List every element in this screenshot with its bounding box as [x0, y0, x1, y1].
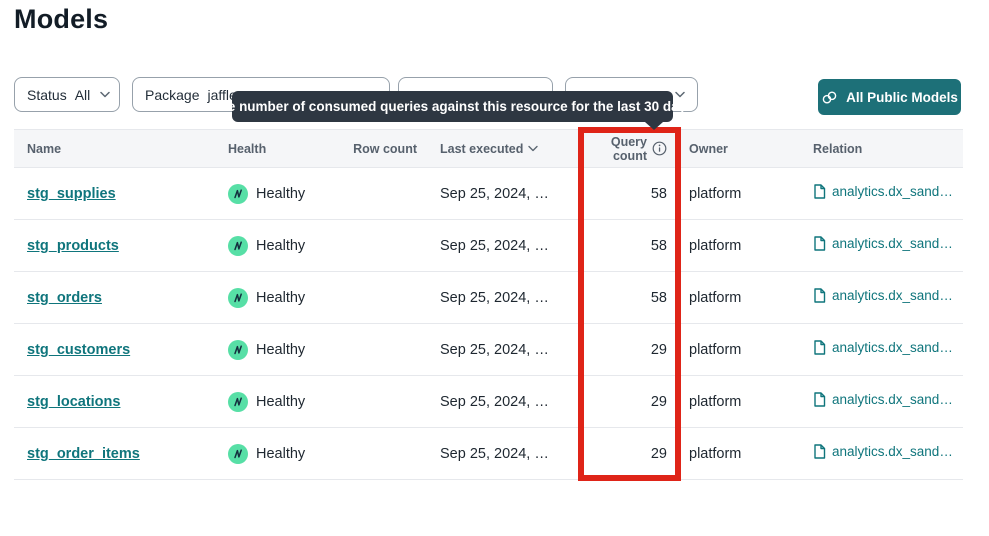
last-executed-cell: Sep 25, 2024, … [440, 237, 549, 254]
health-bolt-icon [234, 240, 242, 250]
query-count-tooltip: The number of consumed queries against t… [211, 91, 694, 130]
health-badge [228, 235, 248, 256]
health-status-label: Healthy [256, 237, 306, 254]
model-name-link[interactable]: stg_supplies [27, 185, 116, 202]
table-row: stg_order_items Healthy Sep 25, 2024, … … [14, 428, 963, 480]
health-bolt-icon [234, 188, 242, 198]
relation-link[interactable]: analytics.dx_sand… [813, 288, 953, 303]
column-header-name[interactable]: Name [27, 141, 62, 156]
document-icon [813, 236, 826, 251]
package-filter-label: Package [145, 86, 200, 103]
document-icon [813, 392, 826, 407]
column-header-owner[interactable]: Owner [689, 141, 728, 156]
health-bolt-icon [234, 448, 242, 458]
query-count-cell: 29 [650, 445, 667, 462]
document-icon [813, 340, 826, 355]
link-icon [821, 90, 838, 105]
document-icon [813, 444, 826, 459]
table-row: stg_customers Healthy Sep 25, 2024, … 29… [14, 324, 963, 376]
table-header-row: Name Health Row count Last executed Quer… [14, 129, 963, 168]
chevron-down-icon [675, 91, 685, 98]
health-bolt-icon [234, 344, 242, 354]
owner-cell: platform [689, 237, 742, 254]
owner-cell: platform [689, 445, 742, 462]
column-header-row-count[interactable]: Row count [353, 141, 417, 156]
table-row: stg_products Healthy Sep 25, 2024, … 58 … [14, 220, 963, 272]
relation-link[interactable]: analytics.dx_sand… [813, 392, 953, 407]
health-status-label: Healthy [256, 393, 306, 410]
sort-chevron-down-icon [528, 145, 539, 152]
owner-cell: platform [689, 185, 742, 202]
query-count-cell: 29 [650, 393, 667, 410]
model-name-link[interactable]: stg_orders [27, 289, 102, 306]
column-header-query-count[interactable]: Query count [575, 135, 681, 163]
document-icon [813, 184, 826, 199]
table-row: stg_supplies Healthy Sep 25, 2024, … 58 … [14, 168, 963, 220]
last-executed-cell: Sep 25, 2024, … [440, 185, 549, 202]
chevron-down-icon [100, 91, 111, 98]
owner-cell: platform [689, 289, 742, 306]
model-name-link[interactable]: stg_locations [27, 393, 121, 410]
all-public-models-button[interactable]: All Public Models [818, 79, 961, 115]
table-row: stg_locations Healthy Sep 25, 2024, … 29… [14, 376, 963, 428]
last-executed-cell: Sep 25, 2024, … [440, 445, 549, 462]
health-badge [228, 443, 248, 464]
model-name-link[interactable]: stg_products [27, 237, 119, 254]
query-count-cell: 58 [650, 185, 667, 202]
model-name-link[interactable]: stg_customers [27, 341, 131, 358]
owner-cell: platform [689, 341, 742, 358]
all-public-models-label: All Public Models [846, 89, 958, 105]
last-executed-cell: Sep 25, 2024, … [440, 289, 549, 306]
column-header-relation[interactable]: Relation [813, 141, 863, 156]
page-title: Models [14, 4, 109, 34]
health-status-label: Healthy [256, 341, 306, 358]
relation-link[interactable]: analytics.dx_sand… [813, 444, 953, 459]
last-executed-cell: Sep 25, 2024, … [440, 341, 549, 358]
document-icon [813, 288, 826, 303]
last-executed-cell: Sep 25, 2024, … [440, 393, 549, 410]
health-bolt-icon [234, 292, 242, 302]
health-badge [228, 183, 248, 204]
health-status-label: Healthy [256, 445, 306, 462]
health-badge [228, 339, 248, 360]
health-status-label: Healthy [256, 185, 306, 202]
status-filter-dropdown[interactable]: Status All [14, 77, 120, 112]
column-header-health[interactable]: Health [228, 141, 267, 156]
relation-link[interactable]: analytics.dx_sand… [813, 236, 953, 251]
status-filter-label: Status [27, 86, 67, 103]
models-table: Name Health Row count Last executed Quer… [14, 129, 963, 480]
model-name-link[interactable]: stg_order_items [27, 445, 140, 462]
owner-cell: platform [689, 393, 742, 410]
tooltip-text: The number of consumed queries against t… [211, 99, 694, 114]
status-filter-value: All [74, 86, 91, 103]
health-badge [228, 391, 248, 412]
relation-link[interactable]: analytics.dx_sand… [813, 340, 953, 355]
query-count-cell: 29 [650, 341, 667, 358]
health-badge [228, 287, 248, 308]
table-row: stg_orders Healthy Sep 25, 2024, … 58 pl… [14, 272, 963, 324]
query-count-cell: 58 [650, 289, 667, 306]
info-icon[interactable] [652, 141, 667, 156]
column-header-last-executed[interactable]: Last executed [431, 142, 575, 156]
health-bolt-icon [234, 396, 242, 406]
health-status-label: Healthy [256, 289, 306, 306]
relation-link[interactable]: analytics.dx_sand… [813, 184, 953, 199]
query-count-cell: 58 [650, 237, 667, 254]
